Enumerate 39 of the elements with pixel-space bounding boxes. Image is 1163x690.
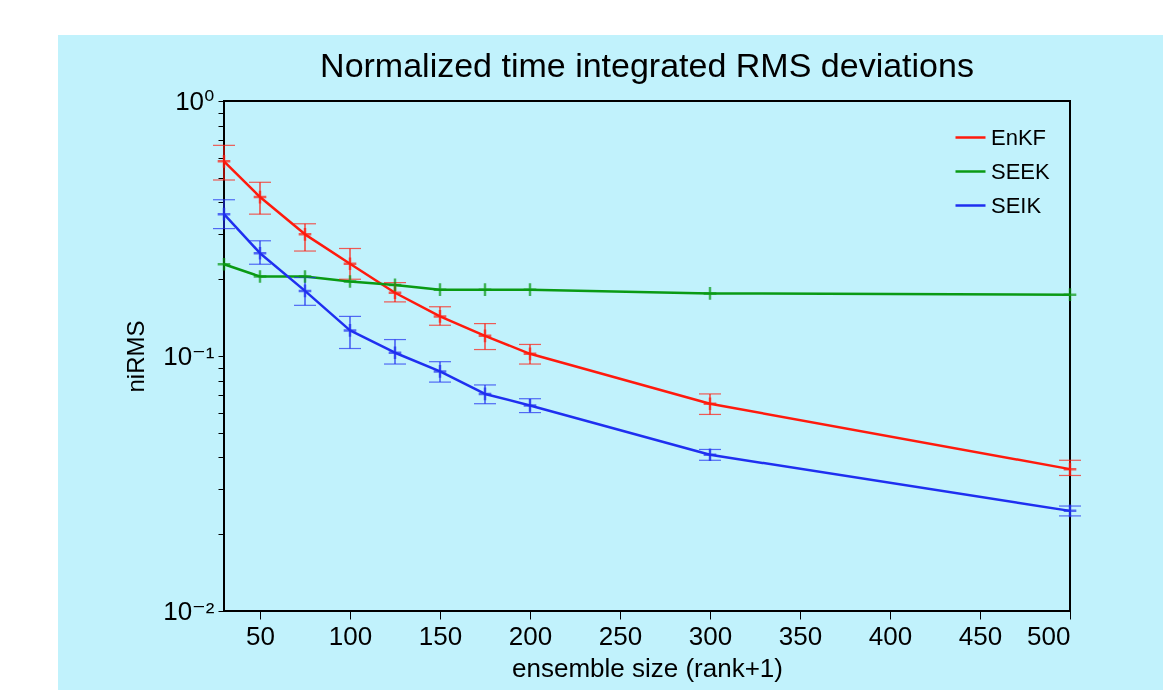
x-tick-label: 50 xyxy=(246,620,275,651)
point xyxy=(522,282,538,298)
point xyxy=(387,345,403,361)
point xyxy=(342,256,358,272)
legend-label: SEEK xyxy=(991,158,1051,184)
x-axis-title: ensemble size (rank+1) xyxy=(512,652,783,683)
point xyxy=(252,268,268,285)
point xyxy=(387,277,403,293)
x-tick-label: 450 xyxy=(958,620,1003,651)
point xyxy=(252,189,268,205)
x-tick-label: 150 xyxy=(418,620,463,651)
x-tick-label: 350 xyxy=(778,620,823,651)
point xyxy=(477,328,493,344)
x-tick-label: 100 xyxy=(328,620,373,651)
point xyxy=(432,282,448,298)
point xyxy=(702,285,718,301)
point xyxy=(297,283,313,299)
x-tick-label: 250 xyxy=(598,620,643,651)
point xyxy=(297,268,313,285)
chart-title: Normalized time integrated RMS deviations xyxy=(320,46,974,84)
point xyxy=(342,322,358,338)
point xyxy=(297,226,313,242)
y-tick-label: 10⁰ xyxy=(175,85,215,116)
x-tick-label: 300 xyxy=(688,620,733,651)
y-tick-label: 10⁻² xyxy=(163,595,215,626)
y-tick-label: 10⁻¹ xyxy=(163,340,215,371)
x-tick-label: 200 xyxy=(508,620,553,651)
x-tick-label: 500 xyxy=(1027,620,1071,651)
point xyxy=(216,153,232,169)
legend-label: EnKF xyxy=(991,124,1047,150)
point xyxy=(342,273,358,290)
point xyxy=(1062,287,1078,303)
legend-label: SEIK xyxy=(991,192,1042,218)
x-tick-label: 400 xyxy=(868,620,913,651)
point xyxy=(477,282,493,298)
point xyxy=(216,256,232,272)
y-axis-title: niRMS xyxy=(122,320,150,393)
point xyxy=(252,245,268,261)
point xyxy=(216,206,232,222)
